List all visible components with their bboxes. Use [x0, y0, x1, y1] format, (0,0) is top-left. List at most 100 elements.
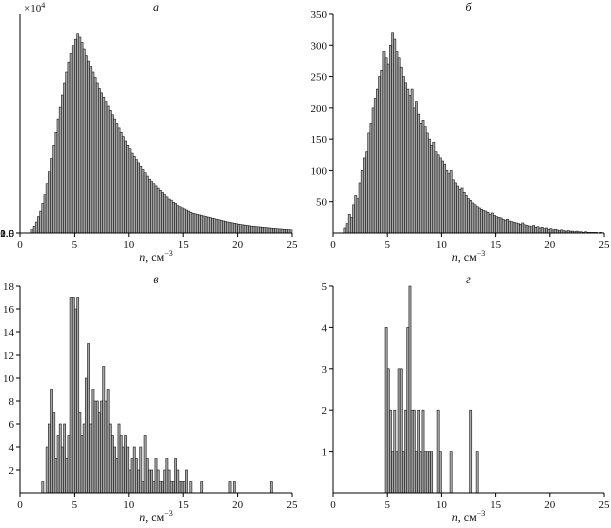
histogram-bar-a — [261, 227, 265, 234]
histogram-bar-b — [399, 66, 403, 234]
y-tick-label-b: 250 — [311, 72, 328, 84]
histogram-bar-b — [469, 200, 473, 234]
histogram-bar-a — [235, 223, 238, 234]
x-tick-label-b: 20 — [544, 239, 556, 251]
histogram-bar-a — [39, 210, 43, 234]
histogram-bar-a — [91, 71, 95, 234]
histogram-bar-a — [165, 196, 169, 234]
histogram-bar-a — [126, 145, 130, 234]
histogram-bar-a — [195, 214, 199, 234]
histogram-bar-c — [82, 423, 86, 494]
x-tick-label-d: 15 — [490, 499, 502, 511]
histogram-bar-a — [204, 216, 208, 234]
histogram-bar-b — [404, 82, 408, 234]
histogram-bar-c — [128, 469, 132, 494]
histogram-bar-c — [150, 469, 154, 494]
histogram-bar-a — [191, 212, 195, 234]
histogram-bar-b — [365, 151, 368, 234]
histogram-bar-b — [490, 212, 494, 234]
x-tick-label-a: 10 — [123, 239, 135, 251]
histogram-bar-b — [347, 213, 351, 234]
histogram-bar-a — [98, 88, 101, 234]
histogram-bar-b — [421, 120, 425, 234]
histogram-bar-c — [102, 366, 106, 494]
y-tick-label-c: 16 — [3, 304, 15, 316]
histogram-bar-b — [497, 217, 501, 234]
histogram-bar-c — [154, 458, 158, 494]
histogram-bar-b — [371, 107, 375, 234]
histogram-bar-a — [52, 145, 56, 234]
histogram-bar-b — [514, 222, 518, 234]
histogram-bar-a — [82, 48, 86, 234]
histogram-bar-c — [65, 458, 69, 494]
histogram-bar-b — [356, 198, 360, 234]
histogram-bar-b — [547, 228, 551, 234]
histogram-bar-a — [78, 36, 82, 234]
histogram-bar-a — [200, 215, 204, 234]
histogram-bar-b — [482, 210, 486, 234]
histogram-bar-b — [384, 57, 388, 234]
histogram-bar-b — [380, 70, 384, 234]
y-tick-label-a: 2.0 — [0, 228, 14, 240]
histogram-bar-c — [78, 412, 82, 494]
histogram-bar-c — [58, 423, 62, 494]
histogram-bar-a — [232, 223, 236, 234]
histogram-bar-b — [486, 212, 490, 234]
histogram-bar-b — [410, 88, 414, 234]
histogram-bar-a — [169, 199, 173, 234]
histogram-bar-a — [132, 156, 136, 234]
x-tick-label-d: 25 — [599, 499, 611, 511]
y-tick-label-c: 2 — [9, 465, 15, 477]
y-tick-label-a: 0.5 — [0, 228, 14, 240]
x-tick-label-b: 10 — [436, 239, 448, 251]
y-tick-label-c: 14 — [3, 327, 15, 339]
histogram-bar-b — [373, 98, 377, 234]
histogram-bar-d — [415, 451, 418, 494]
histogram-bar-c — [76, 297, 80, 494]
histogram-bar-b — [406, 88, 410, 234]
x-axis-label-a: n, см−3 — [139, 249, 172, 264]
histogram-bar-c — [137, 469, 140, 494]
histogram-bar-a — [76, 33, 80, 234]
histogram-bar-a — [128, 148, 132, 234]
histogram-bar-a — [141, 169, 145, 234]
histogram-bar-b — [438, 157, 442, 234]
histogram-bar-a — [209, 217, 212, 234]
histogram-bar-d — [406, 327, 410, 494]
histogram-bar-b — [493, 215, 496, 234]
histogram-bar-d — [402, 451, 405, 494]
histogram-bar-a — [124, 140, 127, 234]
histogram-bar-a — [285, 229, 288, 234]
x-tick-label-c: 20 — [232, 499, 244, 511]
histogram-bar-a — [111, 114, 114, 234]
histogram-bar-b — [516, 223, 520, 234]
histogram-bar-b — [512, 222, 516, 234]
panel-label-a: а — [153, 0, 159, 14]
histogram-bar-a — [54, 131, 58, 234]
histogram-bar-c — [84, 377, 88, 494]
histogram-bar-b — [527, 225, 531, 234]
histogram-bar-c — [169, 481, 173, 494]
x-tick-label-a: 5 — [72, 239, 78, 251]
histogram-bar-c — [71, 297, 75, 494]
y-tick-label-d: 1 — [322, 447, 328, 459]
histogram-bar-a — [87, 60, 90, 234]
histogram-bar-b — [475, 206, 479, 234]
x-tick-label-a: 0 — [17, 239, 23, 251]
histogram-bar-b — [449, 170, 453, 234]
panel-label-d: г — [466, 272, 471, 286]
y-tick-label-d: 4 — [322, 322, 328, 334]
histogram-bar-b — [501, 218, 505, 234]
histogram-bar-b — [462, 192, 466, 234]
x-tick-label-d: 10 — [436, 499, 448, 511]
x-tick-label-b: 25 — [599, 239, 611, 251]
histogram-bar-a — [63, 82, 67, 234]
histogram-bar-c — [89, 423, 93, 494]
y-tick-label-c: 18 — [3, 281, 15, 293]
histogram-bar-c — [269, 481, 273, 494]
x-tick-label-d: 0 — [330, 499, 336, 511]
histogram-bar-c — [174, 458, 177, 494]
histogram-bar-b — [532, 225, 535, 234]
histogram-bar-a — [228, 222, 232, 234]
histogram-bar-a — [243, 224, 247, 234]
